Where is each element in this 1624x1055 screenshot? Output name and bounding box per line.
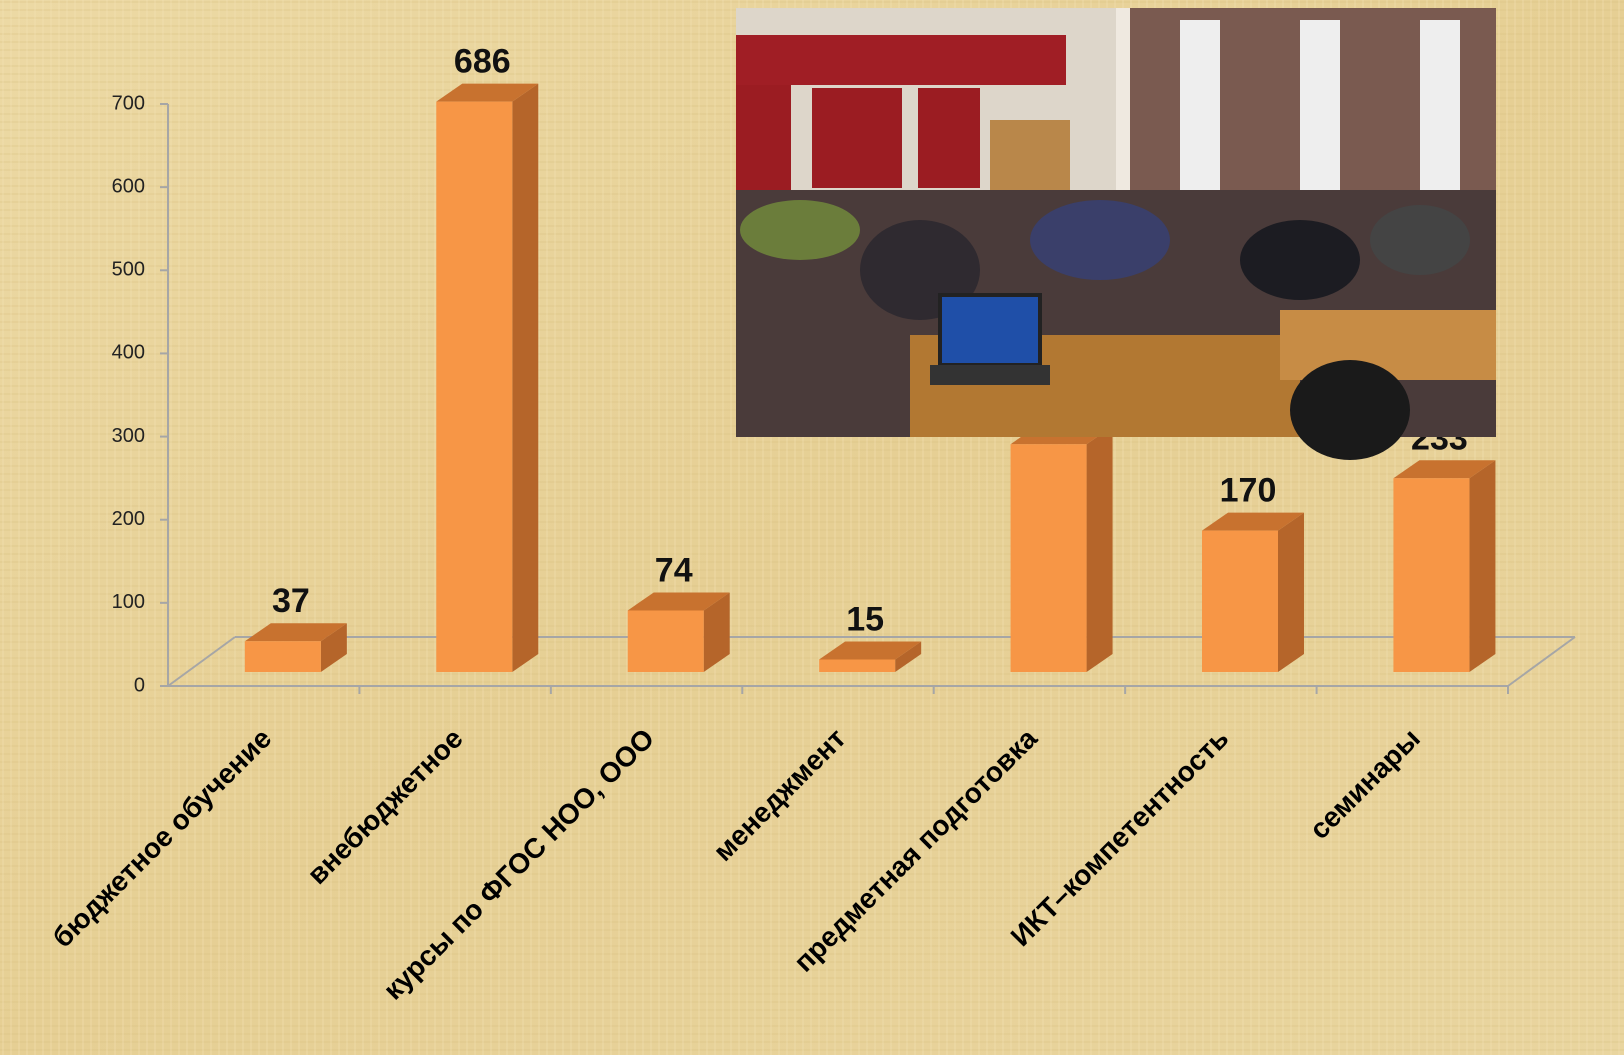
bar-front xyxy=(1202,531,1278,672)
value-label: 37 xyxy=(272,582,310,620)
y-tick-label: 100 xyxy=(112,591,145,613)
bar-side xyxy=(1278,513,1304,672)
photo xyxy=(736,8,1496,460)
bar xyxy=(1393,460,1495,672)
y-tick-label: 300 xyxy=(112,425,145,447)
y-tick-label: 500 xyxy=(112,259,145,281)
chart: 0100200300400500600700 37бюджетное обуче… xyxy=(0,0,1624,1055)
value-label: 686 xyxy=(454,43,511,81)
bar xyxy=(1011,426,1113,672)
bar-front xyxy=(245,641,321,672)
bar-front xyxy=(1011,444,1087,672)
y-tick-label: 600 xyxy=(112,175,145,197)
bar-front xyxy=(436,102,512,672)
value-label: 170 xyxy=(1220,472,1277,510)
bar-side xyxy=(512,84,538,672)
bar-front xyxy=(1393,478,1469,672)
bar-side xyxy=(1469,460,1495,672)
value-label: 15 xyxy=(846,601,884,639)
page: {"chart_data": {"type": "bar3d", "catego… xyxy=(0,0,1624,1055)
y-tick-label: 200 xyxy=(112,508,145,530)
bar xyxy=(436,84,538,672)
bar-side xyxy=(1087,426,1113,672)
bar xyxy=(1202,513,1304,672)
y-tick-label: 0 xyxy=(134,674,145,696)
bar xyxy=(628,592,730,672)
y-tick-label: 400 xyxy=(112,342,145,364)
bar-front xyxy=(628,610,704,672)
value-label: 74 xyxy=(655,551,693,589)
bar-front xyxy=(819,660,895,672)
y-tick-label: 700 xyxy=(112,92,145,114)
